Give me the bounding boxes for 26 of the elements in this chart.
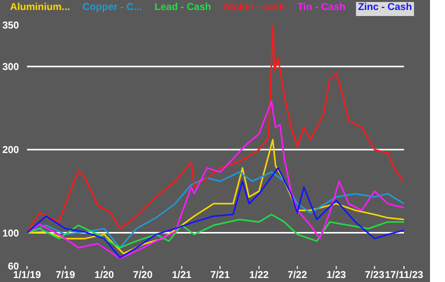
- x-tick-label: 7/22: [288, 270, 308, 282]
- y-tick-label: 350: [2, 20, 20, 32]
- line-series: [27, 25, 404, 234]
- series-label: Nickel - cash: [222, 2, 286, 15]
- x-tick-label: 1/22: [249, 270, 270, 282]
- y-tick-label: 300: [2, 62, 20, 74]
- x-tick-label: 7/21: [210, 270, 230, 282]
- x-tick-label: 17/11/23: [384, 270, 424, 282]
- x-tick-label: 7/23: [364, 270, 385, 282]
- text: Tin - Cash: [296, 2, 347, 15]
- text: Aluminium...: [9, 2, 71, 15]
- line-series: [27, 167, 404, 258]
- line-series: [27, 100, 404, 260]
- text: Lead - Cash: [153, 2, 212, 15]
- line-series: [27, 214, 404, 248]
- y-tick-label: 200: [2, 145, 20, 156]
- text: Copper - C...: [82, 2, 143, 15]
- x-tick-label: 7/19: [56, 270, 76, 282]
- x-tick-label: 1/21: [172, 270, 192, 282]
- x-tick-label: 7/20: [133, 270, 153, 282]
- x-tick-label: 1/23: [326, 270, 346, 282]
- x-tick-label: 1/20: [94, 270, 114, 282]
- text: Zinc - Cash: [356, 2, 414, 16]
- line-series: [27, 138, 404, 254]
- y-tick-label: 100: [2, 228, 20, 240]
- x-tick-label: 1/1/19: [13, 270, 42, 282]
